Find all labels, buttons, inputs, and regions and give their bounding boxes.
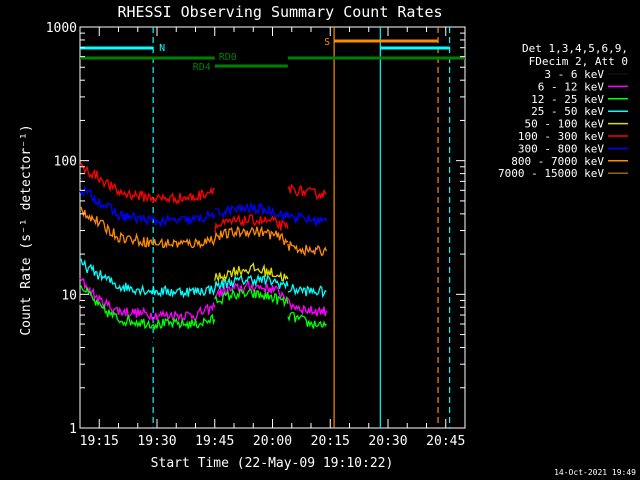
series-line-300-800-kev xyxy=(79,185,216,227)
series-line-800-7000-kev xyxy=(214,225,289,246)
legend-header: Det 1,3,4,5,6,9, xyxy=(522,42,628,55)
series-line-100-300-kev xyxy=(214,213,289,233)
flag-label-rd4: RD4 xyxy=(193,62,211,73)
series-line-300-800-kev xyxy=(287,211,328,228)
legend-entry-label: 300 - 800 keV xyxy=(518,142,604,155)
timestamp: 14-Oct-2021 19:49 xyxy=(554,468,636,477)
series-line-12-25-kev xyxy=(214,288,289,308)
legend-entry-label: 6 - 12 keV xyxy=(538,80,605,93)
x-tick-label: 20:00 xyxy=(253,434,292,449)
flag-label-n: N xyxy=(159,43,165,54)
series-line-25-50-kev xyxy=(214,273,289,290)
series-line-50-100-kev xyxy=(214,262,289,283)
flag-label-s: S xyxy=(324,37,330,48)
x-tick-label: 19:15 xyxy=(80,434,119,449)
series-line-6-12-kev xyxy=(79,277,216,322)
legend-entry-label: 25 - 50 keV xyxy=(531,105,604,118)
series-line-6-12-kev xyxy=(287,298,328,317)
chart-title: RHESSI Observing Summary Count Rates xyxy=(117,3,442,21)
flag-label-rd0: RD0 xyxy=(219,52,237,63)
legend-entry-label: 12 - 25 keV xyxy=(531,93,604,106)
y-tick-label: 100 xyxy=(54,155,77,170)
series-line-12-25-kev xyxy=(79,284,216,331)
series-line-3-6-kev xyxy=(79,296,216,348)
series-line-100-300-kev xyxy=(287,183,327,201)
y-tick-label: 10 xyxy=(61,288,77,303)
legend-header: FDecim 2, Att 0 xyxy=(529,55,628,68)
series-line-25-50-kev xyxy=(79,258,216,299)
legend: Det 1,3,4,5,6,9,FDecim 2, Att 03 - 6 keV… xyxy=(498,42,628,180)
y-tick-label: 1000 xyxy=(46,21,77,36)
x-tick-label: 19:45 xyxy=(195,434,234,449)
series-line-12-25-kev xyxy=(287,311,327,329)
series-line-6-12-kev xyxy=(214,280,289,302)
y-axis-label: Count Rate (s⁻¹ detector⁻¹) xyxy=(19,124,34,335)
legend-entry-label: 100 - 300 keV xyxy=(518,130,604,143)
x-tick-label: 20:15 xyxy=(311,434,350,449)
markers-layer xyxy=(152,27,451,428)
ticks-layer: 1 10 100 1000 19:15 19:30 19:45 20:00 20:15 20:30… xyxy=(46,21,466,449)
legend-entry-label: 7000 - 15000 keV xyxy=(498,167,604,180)
series-line-800-7000-kev xyxy=(79,206,216,250)
x-axis-label: Start Time (22-May-09 19:10:22) xyxy=(151,456,394,471)
x-tick-label: 19:30 xyxy=(137,434,176,449)
legend-entry-label: 800 - 7000 keV xyxy=(511,155,604,168)
x-tick-label: 20:45 xyxy=(426,434,465,449)
y-tick-label: 1 xyxy=(69,422,77,437)
legend-entry-label: 50 - 100 keV xyxy=(525,118,605,131)
x-tick-label: 20:30 xyxy=(368,434,407,449)
series-line-800-7000-kev xyxy=(287,241,328,257)
series-line-25-50-kev xyxy=(287,284,327,299)
series-line-100-300-kev xyxy=(79,162,216,205)
series-layer xyxy=(79,162,328,348)
legend-entry-label: 3 - 6 keV xyxy=(544,68,604,81)
flags-layer: N S RD0 RD4 xyxy=(80,37,465,73)
series-line-3-6-kev xyxy=(287,329,328,347)
series-line-300-800-kev xyxy=(214,201,289,221)
series-line-3-6-kev xyxy=(214,306,289,329)
